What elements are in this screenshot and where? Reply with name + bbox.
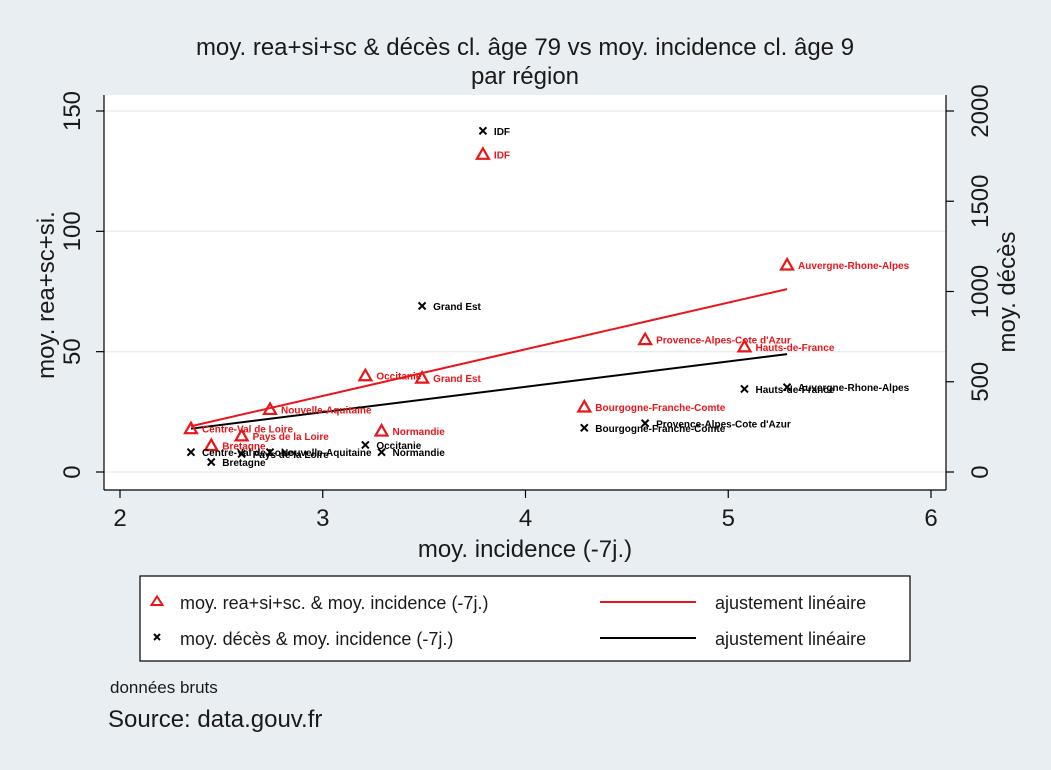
point-label: Nouvelle-Aquitaine	[281, 448, 372, 459]
point-label: Normandie	[393, 427, 446, 438]
x-point	[782, 382, 792, 392]
legend-triangle-marker	[149, 594, 165, 606]
legend-series-1-label: moy. rea+si+sc. & moy. incidence (-7j.)	[180, 593, 488, 613]
point-label: Bretagne	[222, 442, 266, 453]
y-right-tick-label: 1500	[967, 175, 994, 228]
x-axis-label: moy. incidence (-7j.)	[418, 536, 632, 563]
legend-fit-2-label: ajustement linéaire	[715, 629, 866, 649]
triangle-point	[183, 420, 199, 435]
triangle-point	[203, 437, 220, 452]
point-label: Provence-Alpes-Cote d'Azur	[656, 419, 791, 430]
y-left-tick-label: 100	[59, 211, 86, 251]
x-tick-label: 3	[316, 505, 329, 532]
point-label: Auvergne-Rhone-Alpes	[798, 383, 910, 394]
y-right-tick-label: 0	[967, 465, 994, 478]
triangle-point	[262, 401, 278, 416]
triangle-point	[357, 367, 374, 382]
legend-fit-1-label: ajustement linéaire	[715, 593, 866, 613]
x-point	[478, 126, 488, 136]
y-left-tick-label: 150	[59, 91, 86, 131]
point-label: Pays de la Loire	[253, 432, 330, 443]
chart-title: moy. rea+si+sc & décès cl. âge 79 vs moy…	[196, 34, 854, 61]
y-right-tick-label: 2000	[967, 84, 994, 137]
triangle-point	[637, 331, 654, 346]
point-label: Normandie	[393, 448, 446, 459]
point-label: Occitanie	[376, 372, 421, 383]
legend: moy. rea+si+sc. & moy. incidence (-7j.) …	[139, 575, 911, 662]
triangle-point	[475, 146, 491, 160]
x-point	[186, 447, 196, 457]
x-tick-label: 2	[113, 505, 126, 532]
triangle-point	[233, 427, 250, 442]
point-label: Centre-Val de Loire	[202, 425, 294, 436]
y-right-tick-label: 500	[967, 362, 994, 402]
y-axis-left-label: moy. rea+sc+si.	[33, 211, 60, 379]
x-point	[417, 301, 427, 311]
gridlines	[104, 110, 946, 473]
legend-x-marker	[153, 633, 161, 641]
x-tick-label: 5	[722, 505, 735, 532]
y-left-tick-label: 0	[59, 465, 86, 478]
x-point	[265, 447, 275, 457]
point-label: Provence-Alpes-Cote d'Azur	[656, 336, 791, 347]
y-axis-right-label: moy. décès	[994, 232, 1021, 353]
point-label: Hauts-de-France	[755, 385, 834, 396]
point-label: Hauts-de-France	[755, 343, 834, 354]
point-label: Bretagne	[222, 458, 266, 469]
x-point	[237, 449, 246, 459]
point-label: IDF	[494, 127, 510, 138]
point-label: Bourgogne-Franche-Comte	[595, 403, 725, 414]
data-points: IDF Auvergne-Rhone-Alpes Provence-Alpes-Co…	[183, 126, 910, 469]
x-point	[740, 384, 749, 394]
x-point	[361, 440, 370, 450]
x-point	[580, 423, 589, 432]
point-label: Grand Est	[433, 374, 481, 385]
fit-line-1	[190, 288, 788, 428]
note-source: Source: data.gouv.fr	[108, 706, 322, 733]
point-label: Pays de la Loire	[253, 450, 330, 461]
plot-area	[104, 95, 946, 490]
triangle-point	[576, 398, 593, 413]
x-point	[640, 419, 650, 428]
note-raw-data: données bruts	[110, 678, 218, 697]
point-label: Auvergne-Rhone-Alpes	[798, 261, 910, 272]
point-label: IDF	[494, 150, 510, 161]
point-label: Grand Est	[433, 302, 481, 313]
point-label: Nouvelle-Aquitaine	[281, 405, 372, 416]
fit-lines	[190, 288, 788, 430]
y-left-tick-label: 50	[59, 338, 86, 365]
point-label: Centre-Val de Loire	[202, 448, 294, 459]
legend-series-2-label: moy. décès & moy. incidence (-7j.)	[180, 629, 453, 649]
legend-box	[139, 575, 911, 662]
point-label: Occitanie	[376, 441, 421, 452]
triangle-point	[373, 422, 390, 437]
triangle-point	[779, 256, 795, 271]
triangle-point	[736, 338, 753, 353]
x-tick-label: 4	[519, 505, 532, 532]
fit-line-2	[190, 353, 788, 430]
point-label: Bourgogne-Franche-Comte	[595, 424, 725, 435]
y-right-tick-label: 1000	[967, 265, 994, 318]
x-point	[207, 457, 216, 467]
x-point	[377, 447, 386, 457]
triangle-point	[414, 369, 430, 384]
chart-subtitle: par région	[471, 63, 579, 90]
x-tick-label: 6	[924, 505, 937, 532]
